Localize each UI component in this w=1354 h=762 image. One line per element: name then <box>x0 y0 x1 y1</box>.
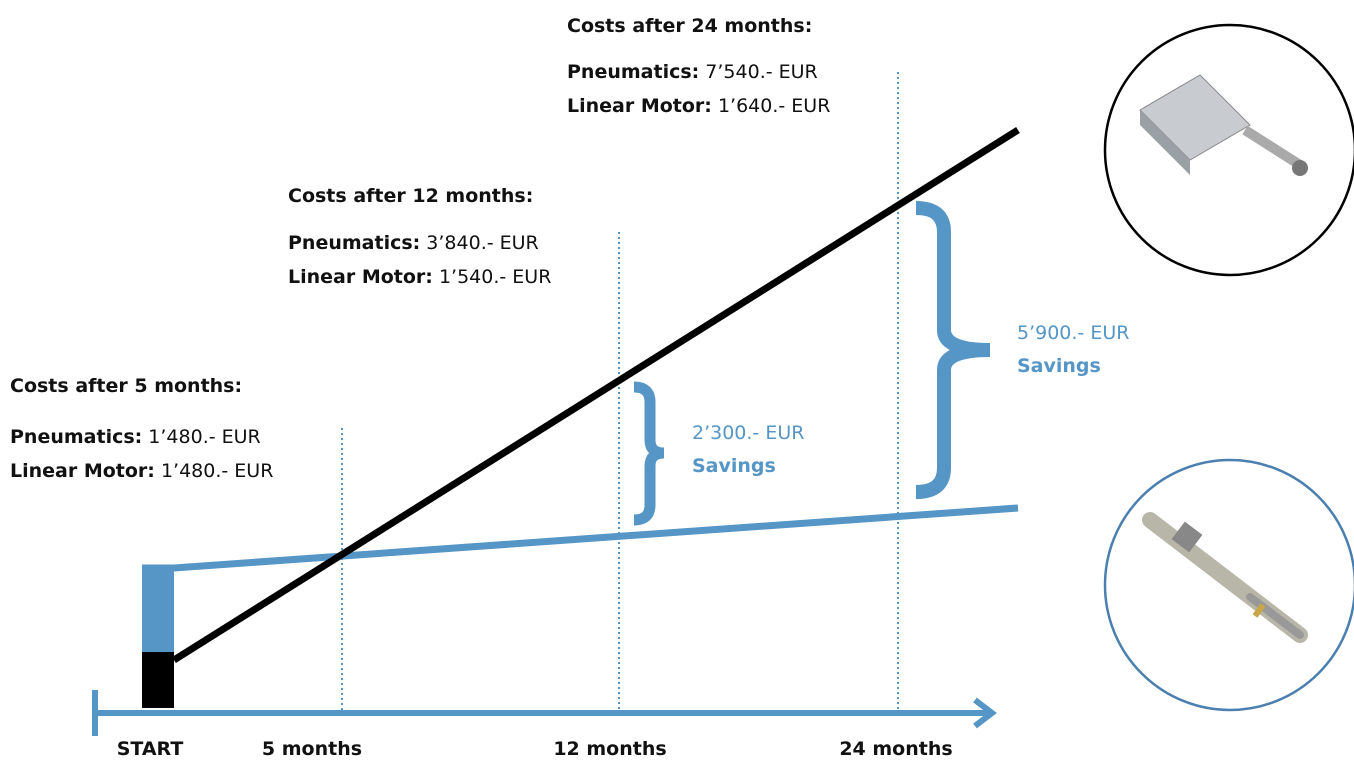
axis-label: 24 months <box>839 738 952 760</box>
callout-row: Pneumatics: 1’480.- EUR <box>10 426 261 448</box>
callout-title: Costs after 24 months: <box>567 15 812 37</box>
callout-title: Costs after 12 months: <box>288 185 533 207</box>
brace-large <box>916 208 990 492</box>
text-part: 7’540.- EUR <box>705 61 817 83</box>
callout-row: Linear Motor: 1’480.- EUR <box>10 460 273 482</box>
text-part: 1’640.- EUR <box>718 95 830 117</box>
axis-label: 5 months <box>262 738 362 760</box>
guide-lines <box>342 72 898 710</box>
text-part: 1’480.- EUR <box>148 426 260 448</box>
pneumatics-line <box>174 130 1018 660</box>
callout-row: Pneumatics: 3’840.- EUR <box>288 232 539 254</box>
axis-label: START <box>117 738 184 760</box>
start-bar-linear <box>142 566 174 654</box>
text-part: Linear Motor: <box>288 266 433 288</box>
brace-small <box>634 387 664 520</box>
callout-row: Linear Motor: 1’540.- EUR <box>288 266 551 288</box>
savings-label: Savings <box>1017 355 1101 377</box>
savings-amount: 5’900.- EUR <box>1017 322 1129 344</box>
savings-amount: 2’300.- EUR <box>692 422 804 444</box>
text-part: 3’840.- EUR <box>426 232 538 254</box>
start-bar-pneumatic <box>142 652 174 708</box>
diagram: Costs after 5 months: Pneumatics: 1’480.… <box>0 0 1354 762</box>
time-axis <box>95 690 992 736</box>
text-part: Pneumatics: <box>567 61 699 83</box>
text-part: Linear Motor: <box>10 460 155 482</box>
pneumatic-image <box>1105 25 1354 275</box>
callout-row: Pneumatics: 7’540.- EUR <box>567 61 818 83</box>
text-part: Pneumatics: <box>288 232 420 254</box>
callout-title: Costs after 5 months: <box>10 375 242 397</box>
linear-motor-line <box>142 508 1018 568</box>
axis-label: 12 months <box>553 738 666 760</box>
callout-row: Linear Motor: 1’640.- EUR <box>567 95 830 117</box>
savings-label: Savings <box>692 455 776 477</box>
text-part: 1’540.- EUR <box>439 266 551 288</box>
text-part: Linear Motor: <box>567 95 712 117</box>
text-part: Pneumatics: <box>10 426 142 448</box>
text-part: 1’480.- EUR <box>161 460 273 482</box>
